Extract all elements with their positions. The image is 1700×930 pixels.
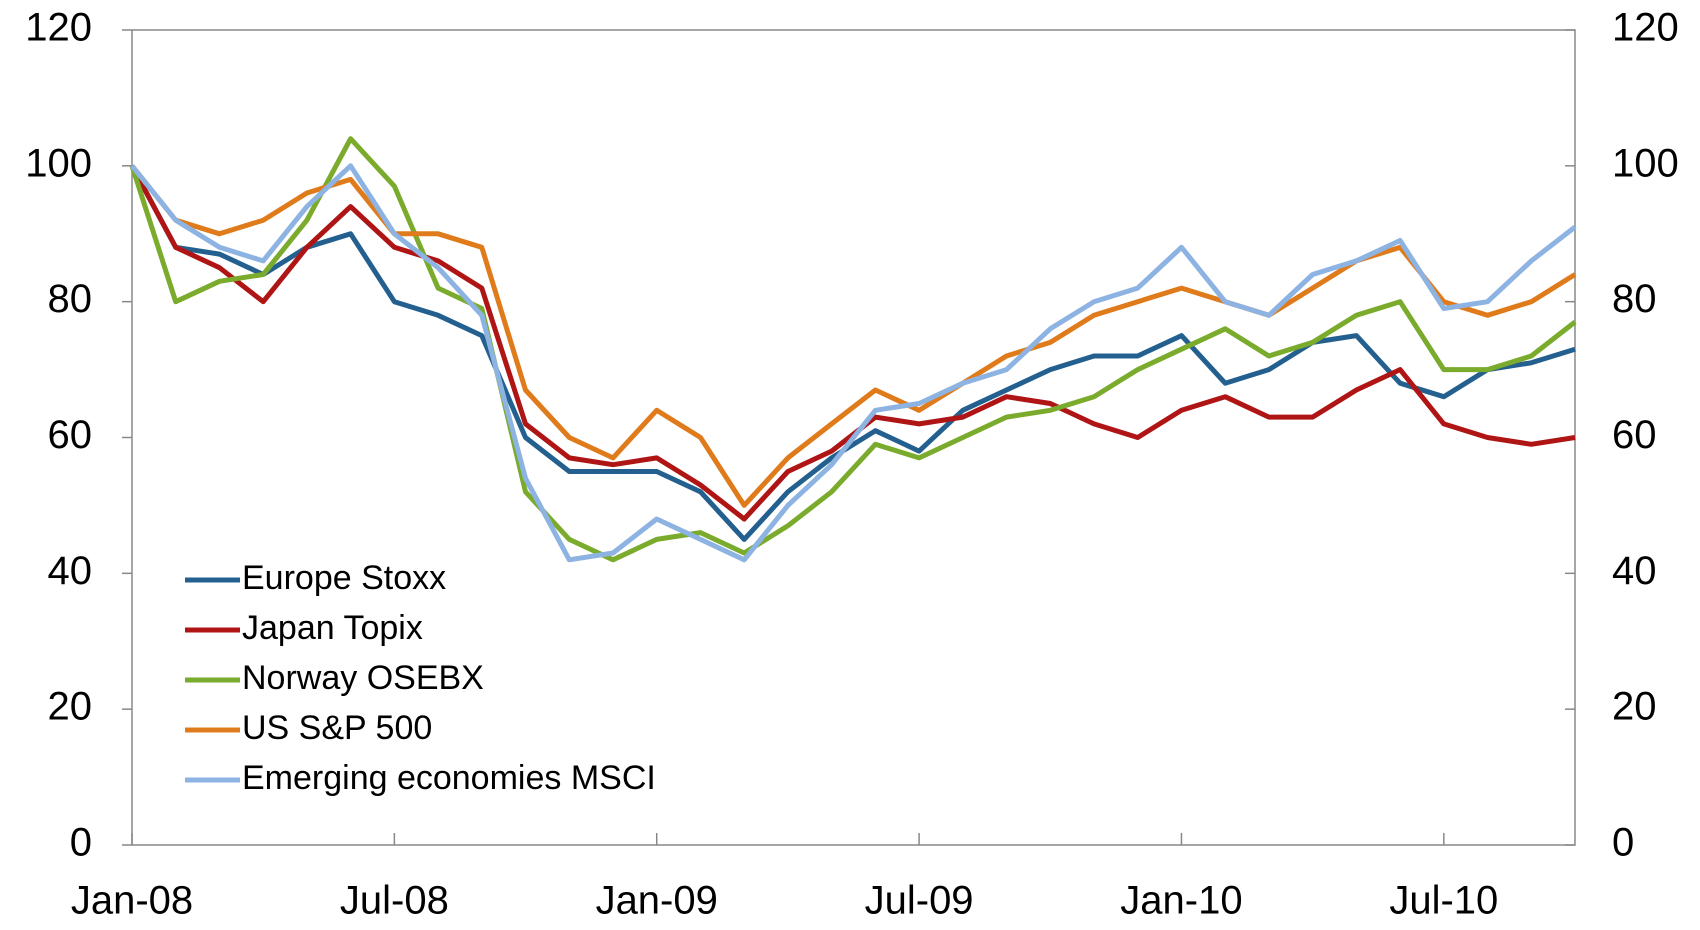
x-tick-label: Jul-08: [340, 879, 449, 923]
y-tick-label: 20: [48, 685, 93, 729]
x-tick-label: Jul-09: [865, 879, 974, 923]
legend-label: Emerging economies MSCI: [242, 759, 656, 797]
y-tick-label: 40: [48, 549, 93, 593]
legend-label: Europe Stoxx: [242, 559, 446, 597]
series-line: [129, 164, 1576, 542]
y-tick-label: 120: [25, 6, 92, 50]
y2-tick-label: 120: [1612, 6, 1679, 50]
y-tick-label: 60: [48, 413, 93, 457]
x-tick-label: Jul-10: [1389, 879, 1498, 923]
y2-tick-label: 40: [1612, 549, 1657, 593]
series-line: [129, 136, 1577, 563]
y2-tick-label: 20: [1612, 685, 1657, 729]
y2-tick-label: 100: [1612, 141, 1679, 185]
y-tick-label: 0: [70, 821, 92, 865]
legend-label: Japan Topix: [242, 609, 423, 647]
y-tick-label: 100: [25, 141, 92, 185]
y2-tick-label: 80: [1612, 277, 1657, 321]
x-tick-label: Jan-09: [596, 879, 718, 923]
x-tick-label: Jan-10: [1120, 879, 1242, 923]
legend-label: US S&P 500: [242, 709, 432, 747]
y-tick-label: 80: [48, 277, 93, 321]
legend-label: Norway OSEBX: [242, 659, 484, 697]
x-tick-label: Jan-08: [71, 879, 193, 923]
y2-tick-label: 0: [1612, 821, 1634, 865]
series-line: [130, 163, 1577, 563]
y2-tick-label: 60: [1612, 413, 1657, 457]
series-line: [130, 164, 1577, 508]
